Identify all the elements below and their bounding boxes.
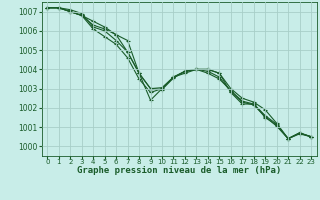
X-axis label: Graphe pression niveau de la mer (hPa): Graphe pression niveau de la mer (hPa) xyxy=(77,166,281,175)
